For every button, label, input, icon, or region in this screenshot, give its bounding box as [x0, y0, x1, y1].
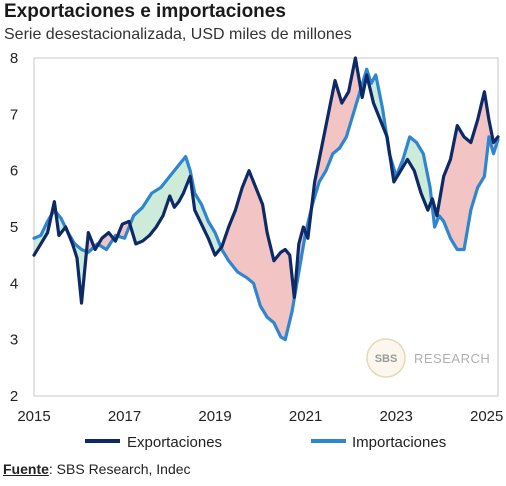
legend-label-exportaciones: Exportaciones: [127, 434, 222, 451]
x-tick-label: 2015: [17, 408, 50, 425]
source-label: Fuente: [3, 461, 49, 477]
series-lines: [32, 56, 500, 342]
y-tick-label: 8: [10, 50, 18, 67]
watermark: SBS RESEARCH: [366, 338, 490, 378]
source-note: Fuente: SBS Research, Indec: [3, 461, 191, 477]
x-tick-label: 2021: [289, 408, 322, 425]
plot-frame: [33, 57, 499, 397]
watermark-logo: [366, 338, 406, 378]
legend: Exportaciones Importaciones: [85, 434, 446, 451]
watermark-logo-text: SBS: [375, 353, 398, 365]
y-tick-label: 4: [10, 275, 18, 292]
watermark-text: RESEARCH: [414, 351, 490, 366]
legend-label-importaciones: Importaciones: [352, 434, 446, 451]
y-tick-label: 5: [10, 219, 18, 236]
x-tick-label: 2025: [470, 408, 503, 425]
chart-title: Exportaciones e importaciones: [4, 1, 286, 22]
source-text: : SBS Research, Indec: [48, 461, 191, 477]
fill-areas: [33, 57, 499, 341]
x-axis-ticks: 2015 2017 2019 2021 2023 2025: [17, 408, 503, 425]
x-tick-label: 2017: [108, 408, 141, 425]
x-tick-label: 2019: [198, 408, 231, 425]
y-tick-label: 3: [10, 332, 18, 349]
series-line-exportaciones: [32, 56, 500, 305]
y-tick-label: 6: [10, 163, 18, 180]
x-tick-label: 2023: [379, 408, 412, 425]
y-tick-label: 7: [10, 106, 18, 123]
y-tick-label: 2: [10, 388, 18, 405]
y-axis-ticks: 2 3 4 5 6 7 8: [10, 50, 18, 405]
chart-subtitle: Serie desestacionalizada, USD miles de m…: [4, 26, 352, 43]
